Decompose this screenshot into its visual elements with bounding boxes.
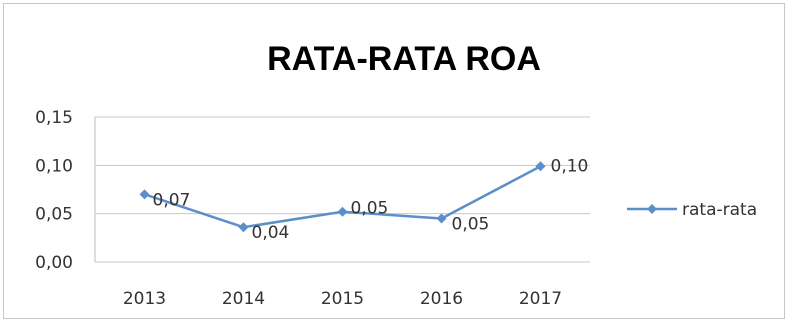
data-point xyxy=(337,206,348,217)
x-tick-label: 2015 xyxy=(321,289,364,309)
x-tick-label: 2016 xyxy=(420,289,463,309)
legend: rata-rata xyxy=(627,200,757,220)
data-point xyxy=(436,213,447,224)
chart-frame xyxy=(3,3,785,319)
y-tick-label: 0,15 xyxy=(35,108,73,128)
legend-label: rata-rata xyxy=(682,200,757,220)
data-label: 0,05 xyxy=(452,215,490,235)
axes: 0,00 0,05 0,10 0,15 2013 2014 2015 2016 2017 xyxy=(35,108,562,309)
data-label: 0,05 xyxy=(351,199,389,219)
data-point xyxy=(139,189,150,200)
data-label: 0,04 xyxy=(252,223,290,243)
data-point xyxy=(535,161,546,172)
legend-marker xyxy=(647,204,657,214)
x-tick-label: 2017 xyxy=(519,289,562,309)
y-tick-label: 0,05 xyxy=(35,205,73,225)
y-tick-label: 0,00 xyxy=(35,253,73,273)
x-tick-label: 2014 xyxy=(222,289,265,309)
data-point xyxy=(238,222,249,233)
y-tick-label: 0,10 xyxy=(35,156,73,176)
data-labels: 0,07 0,04 0,05 0,05 0,10 xyxy=(153,156,589,243)
series-layer xyxy=(139,161,546,233)
data-label: 0,07 xyxy=(153,190,191,210)
x-tick-label: 2013 xyxy=(123,289,166,309)
data-label: 0,10 xyxy=(551,156,589,176)
chart-title: RATA-RATA ROA xyxy=(267,40,541,78)
